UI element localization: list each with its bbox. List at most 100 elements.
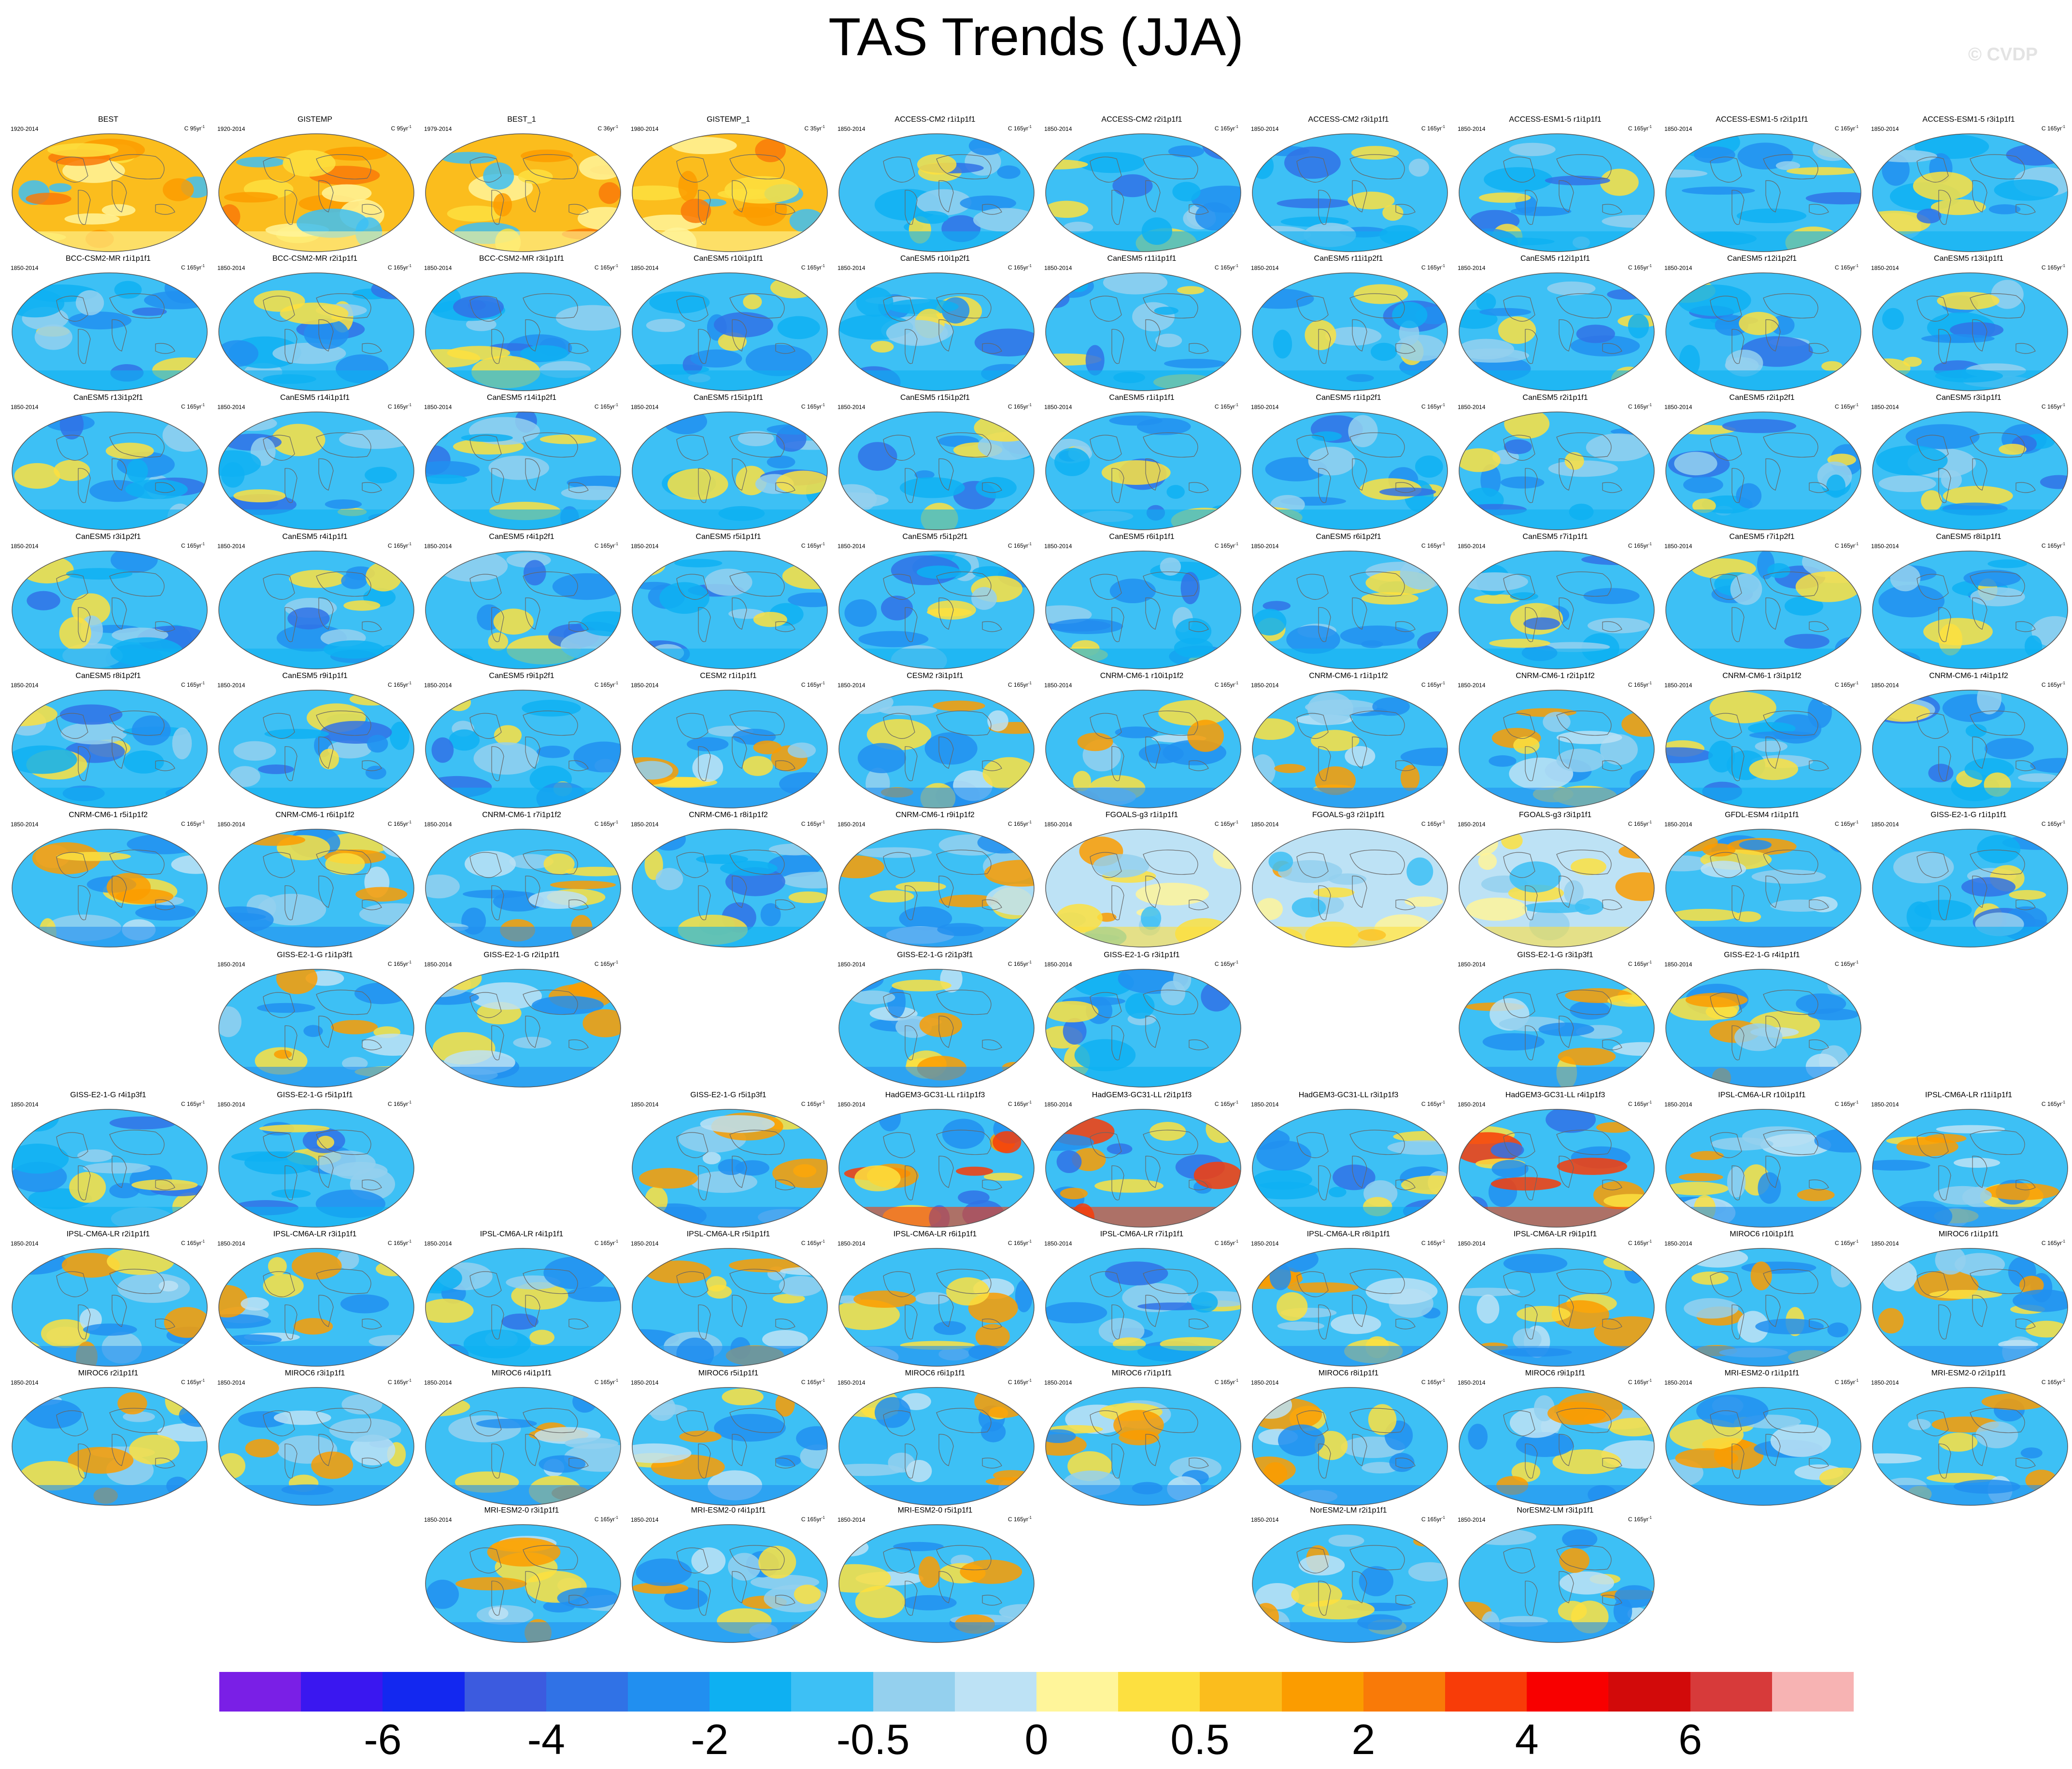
panel-title: CanESM5 r13i1p1f1	[1933, 255, 2004, 263]
panel-units: C 165yr-1	[1008, 681, 1032, 688]
map-panel: MIROC6 r6i1p1f1 1850-2014 C 165yr-1	[832, 1369, 1038, 1510]
panel-units: C 165yr-1	[801, 1239, 825, 1246]
panel-units: C 165yr-1	[2041, 1100, 2065, 1107]
panel-units: C 165yr-1	[801, 1515, 825, 1523]
panel-title: IPSL-CM6A-LR r9i1p1f1	[1513, 1230, 1597, 1238]
global-map	[218, 829, 414, 948]
panel-units: C 165yr-1	[1421, 403, 1445, 410]
panel-title: CNRM-CM6-1 r7i1p1f2	[482, 811, 561, 819]
map-panel: IPSL-CM6A-LR r11i1p1f1 1850-2014 C 165yr-1	[1865, 1090, 2072, 1231]
colorbar-swatch	[1281, 1672, 1363, 1712]
panel-units: C 165yr-1	[1421, 1100, 1445, 1107]
panel-period: 1850-2014	[1458, 543, 1486, 550]
panel-units: C 165yr-1	[1628, 542, 1652, 549]
panel-title: IPSL-CM6A-LR r3i1p1f1	[273, 1230, 357, 1238]
panel-title: IPSL-CM6A-LR r2i1p1f1	[66, 1230, 150, 1238]
map-panel: NorESM2-LM r2i1p1f1 1850-2014 C 165yr-1	[1245, 1506, 1452, 1647]
panel-period: 1850-2014	[1251, 1379, 1279, 1386]
colorbar-swatch	[954, 1672, 1037, 1712]
panel-units: C 165yr-1	[1008, 1515, 1032, 1523]
map-panel: IPSL-CM6A-LR r9i1p1f1 1850-2014 C 165yr-1	[1452, 1230, 1659, 1371]
panel-period: 1850-2014	[11, 1240, 39, 1247]
map-panel: MIROC6 r4i1p1f1 1850-2014 C 165yr-1	[418, 1369, 625, 1510]
panel-period: 1850-2014	[1871, 1379, 1899, 1386]
panel-title: CanESM5 r4i1p2f1	[489, 533, 554, 541]
map-panel: MRI-ESM2-0 r4i1p1f1 1850-2014 C 165yr-1	[625, 1506, 832, 1647]
panel-units: C 165yr-1	[801, 403, 825, 410]
panel-period: 1850-2014	[217, 682, 245, 689]
global-map	[1872, 1109, 2068, 1228]
panel-units: C 165yr-1	[801, 1100, 825, 1107]
panel-units: C 165yr-1	[387, 960, 412, 967]
global-map	[1665, 272, 1861, 391]
panel-units: C 165yr-1	[1214, 1100, 1238, 1107]
panel-title: MIROC6 r3i1p1f1	[284, 1369, 345, 1377]
panel-title: CanESM5 r3i1p2f1	[75, 533, 141, 541]
global-map	[1459, 1248, 1655, 1367]
global-map	[1665, 1248, 1861, 1367]
map-panel: CanESM5 r6i1p2f1 1850-2014 C 165yr-1	[1245, 532, 1452, 673]
panel-period: 1920-2014	[217, 126, 245, 132]
panel-title: CESM2 r3i1p1f1	[907, 672, 964, 680]
panel-period: 1979-2014	[424, 126, 452, 132]
map-panel: IPSL-CM6A-LR r3i1p1f1 1850-2014 C 165yr-1	[212, 1230, 418, 1371]
map-panel: CanESM5 r15i1p2f1 1850-2014 C 165yr-1	[832, 393, 1038, 534]
panel-period: 1850-2014	[631, 682, 659, 689]
map-panel: CanESM5 r8i1p2f1 1850-2014 C 165yr-1	[5, 671, 212, 812]
colorbar-swatch	[1772, 1672, 1854, 1712]
global-map	[632, 1109, 828, 1228]
map-panel: CanESM5 r4i1p1f1 1850-2014 C 165yr-1	[212, 532, 418, 673]
map-panel: GISS-E2-1-G r1i1p3f1 1850-2014 C 165yr-1	[212, 950, 418, 1091]
map-panel: MIROC6 r10i1p1f1 1850-2014 C 165yr-1	[1659, 1230, 1865, 1371]
panel-units: C 165yr-1	[1834, 1100, 1859, 1107]
panel-units: C 165yr-1	[2041, 820, 2065, 827]
panel-period: 1850-2014	[1871, 265, 1899, 271]
map-panel: CanESM5 r15i1p1f1 1850-2014 C 165yr-1	[625, 393, 832, 534]
map-panel: CanESM5 r11i1p1f1 1850-2014 C 165yr-1	[1038, 254, 1245, 395]
panel-period: 1850-2014	[1458, 265, 1486, 271]
panel-units: C 165yr-1	[1834, 264, 1859, 271]
map-panel: GFDL-ESM4 r1i1p1f1 1850-2014 C 165yr-1	[1659, 810, 1865, 951]
map-panel: MRI-ESM2-0 r2i1p1f1 1850-2014 C 165yr-1	[1865, 1369, 2072, 1510]
panel-title: CNRM-CM6-1 r5i1p1f2	[69, 811, 148, 819]
panel-title: CanESM5 r6i1p2f1	[1316, 533, 1381, 541]
panel-units: C 165yr-1	[1421, 820, 1445, 827]
global-map	[1459, 411, 1655, 530]
colorbar-tick-label: -2	[691, 1715, 729, 1763]
map-panel: CanESM5 r12i1p2f1 1850-2014 C 165yr-1	[1659, 254, 1865, 395]
global-map	[1045, 272, 1241, 391]
panel-period: 1850-2014	[1458, 682, 1486, 689]
panel-title: GISS-E2-1-G r4i1p1f1	[1724, 951, 1800, 959]
panel-title: CanESM5 r1i1p1f1	[1109, 394, 1175, 402]
panel-units: C 95yr-1	[184, 125, 205, 132]
global-map	[1045, 133, 1241, 252]
panel-period: 1850-2014	[631, 1516, 659, 1523]
panel-title: GFDL-ESM4 r1i1p1f1	[1725, 811, 1799, 819]
panel-period: 1850-2014	[11, 682, 39, 689]
colorbar-swatch	[873, 1672, 955, 1712]
map-panel: GISS-E2-1-G r4i1p3f1 1850-2014 C 165yr-1	[5, 1090, 212, 1231]
panel-units: C 165yr-1	[1834, 1378, 1859, 1386]
global-map	[838, 1524, 1035, 1643]
panel-period: 1850-2014	[217, 543, 245, 550]
panel-units: C 165yr-1	[1008, 1378, 1032, 1386]
colorbar-swatch	[791, 1672, 873, 1712]
panel-units: C 165yr-1	[2041, 1239, 2065, 1246]
panel-units: C 165yr-1	[594, 681, 618, 688]
panel-units: C 165yr-1	[1421, 681, 1445, 688]
panel-title: ACCESS-ESM1-5 r3i1p1f1	[1922, 115, 2015, 124]
panel-period: 1850-2014	[1251, 1101, 1279, 1108]
panel-period: 1850-2014	[1044, 682, 1072, 689]
colorbar-labels: -6 -4 -2 -0.5 0 0.5 2 4 6	[0, 1715, 2072, 1769]
panel-period: 1850-2014	[424, 265, 452, 271]
panel-title: MIROC6 r2i1p1f1	[78, 1369, 139, 1377]
colorbar-swatch	[1363, 1672, 1446, 1712]
panel-title: IPSL-CM6A-LR r8i1p1f1	[1306, 1230, 1391, 1238]
global-map	[632, 690, 828, 808]
colorbar-tick-label: 6	[1678, 1715, 1703, 1763]
panel-period: 1850-2014	[1871, 404, 1899, 410]
panel-period: 1850-2014	[837, 1101, 866, 1108]
panel-units: C 165yr-1	[1008, 264, 1032, 271]
map-panel: CanESM5 r6i1p1f1 1850-2014 C 165yr-1	[1038, 532, 1245, 673]
panel-period: 1850-2014	[631, 821, 659, 828]
